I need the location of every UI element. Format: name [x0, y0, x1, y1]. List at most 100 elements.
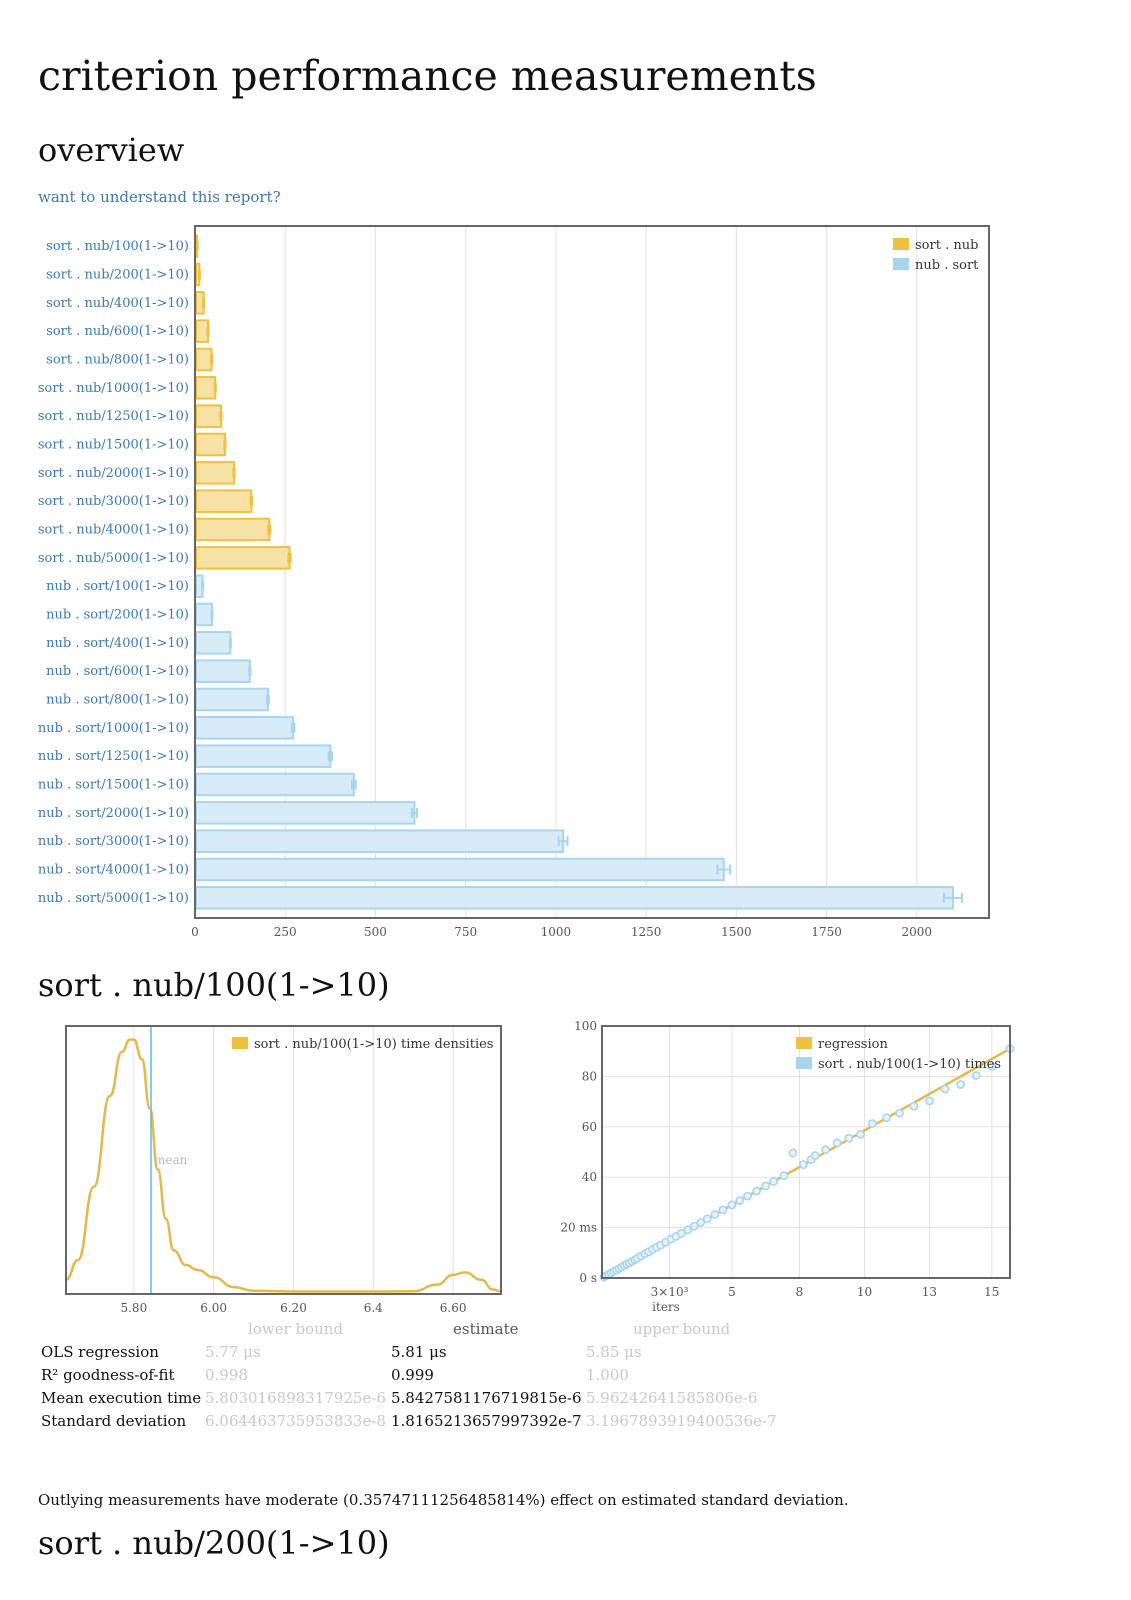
x-tick-label: 8 [796, 1285, 804, 1299]
density-chart: mean 5.80 6.00 6.20 6.4 6.60 sort . nub/100(… [65, 1025, 502, 1315]
y-tick-label: 100 [574, 1019, 597, 1033]
category-label[interactable]: nub . sort/200(1->10) [46, 608, 189, 623]
x-tick-label: 10 [857, 1285, 872, 1299]
category-label[interactable]: sort . nub/1250(1->10) [38, 409, 189, 424]
lower-value: 5.77 μs [205, 1343, 261, 1361]
scatter-point [882, 1113, 891, 1123]
category-label[interactable]: sort . nub/800(1->10) [46, 353, 189, 368]
bar[interactable] [195, 602, 213, 627]
x-tick-label: 500 [364, 925, 387, 939]
category-label[interactable]: sort . nub/1000(1->10) [38, 381, 189, 396]
category-label[interactable]: sort . nub/2000(1->10) [38, 466, 189, 481]
category-label[interactable]: sort . nub/1500(1->10) [38, 438, 189, 453]
bar[interactable] [195, 631, 232, 655]
scatter-point [909, 1101, 919, 1111]
scatter-point [799, 1160, 808, 1169]
legend-label-nub-sort: nub . sort [915, 258, 979, 273]
x-tick-label: 2000 [902, 925, 933, 939]
bar[interactable] [195, 716, 295, 740]
bar[interactable] [195, 659, 251, 683]
x-tick-label: 750 [454, 925, 477, 939]
benchmark-heading-2: sort . nub/200(1->10) [38, 1524, 390, 1562]
category-label[interactable]: nub . sort/2000(1->10) [38, 806, 189, 821]
category-label[interactable]: sort . nub/100(1->10) [46, 239, 189, 254]
bar[interactable] [195, 517, 271, 542]
category-label[interactable]: sort . nub/600(1->10) [46, 324, 189, 339]
scatter-point [696, 1218, 706, 1227]
outlier-note: Outlying measurements have moderate (0.3… [38, 1491, 849, 1509]
overview-legend: sort . nub nub . sort [893, 238, 979, 273]
category-label[interactable]: sort . nub/400(1->10) [46, 296, 189, 311]
category-label[interactable]: nub . sort/800(1->10) [46, 693, 189, 708]
category-label[interactable]: sort . nub/200(1->10) [46, 268, 189, 283]
understand-report-link[interactable]: want to understand this report? [38, 188, 281, 206]
category-label[interactable]: nub . sort/3000(1->10) [38, 834, 189, 849]
bar[interactable] [195, 546, 291, 570]
bar[interactable] [195, 772, 355, 797]
category-label[interactable]: sort . nub/4000(1->10) [38, 523, 189, 538]
bar[interactable] [195, 319, 209, 343]
bar[interactable] [195, 376, 217, 400]
scatter-point [676, 1228, 686, 1238]
category-label[interactable]: nub . sort/1000(1->10) [38, 721, 189, 736]
scatter-point [940, 1084, 950, 1094]
scatter-point [925, 1096, 934, 1106]
scatter-point [956, 1080, 966, 1089]
row-label: Mean execution time [41, 1389, 202, 1407]
category-label[interactable]: nub . sort/1500(1->10) [38, 778, 189, 793]
category-label[interactable]: nub . sort/1250(1->10) [38, 749, 189, 764]
bar[interactable] [195, 461, 235, 485]
x-tick-label: 6.4 [364, 1301, 383, 1315]
bar[interactable] [195, 347, 213, 372]
y-tick-label: 20 ms [560, 1221, 597, 1235]
bar[interactable] [195, 857, 725, 882]
bar[interactable] [195, 829, 565, 853]
x-tick-label: 15 [984, 1285, 999, 1299]
legend-label-densities: sort . nub/100(1->10) time densities [254, 1037, 493, 1052]
x-axis-label: iters [652, 1300, 680, 1314]
header-estimate: estimate [453, 1320, 519, 1338]
scatter-point [710, 1210, 720, 1219]
legend-swatch-regression [796, 1037, 812, 1049]
legend-label-times: sort . nub/100(1->10) times [818, 1057, 1001, 1072]
category-label[interactable]: sort . nub/5000(1->10) [38, 551, 189, 566]
y-tick-label: 80 [582, 1069, 597, 1083]
category-label[interactable]: nub . sort/600(1->10) [46, 664, 189, 679]
bar[interactable] [195, 432, 226, 457]
upper-value: 5.85 μs [586, 1343, 642, 1361]
estimate-value: 5.8427581176719815e-6 [391, 1389, 582, 1407]
scatter-legend: regression sort . nub/100(1->10) times [796, 1037, 1001, 1072]
bar[interactable] [195, 404, 222, 428]
category-label[interactable]: nub . sort/400(1->10) [46, 636, 189, 651]
table-row: Mean execution time 5.803016898317925e-6… [38, 1389, 798, 1411]
x-tick-label: 1250 [631, 925, 662, 939]
legend-swatch-times [796, 1057, 812, 1069]
category-label[interactable]: sort . nub/3000(1->10) [38, 494, 189, 509]
x-tick-label: 5 [728, 1285, 736, 1299]
header-upper-bound: upper bound [633, 1320, 731, 1338]
x-tick-label: 1000 [541, 925, 572, 939]
scatter-point [718, 1205, 728, 1215]
estimate-value: 5.81 μs [391, 1343, 447, 1361]
scatter-point [867, 1119, 877, 1128]
estimate-value: 0.999 [391, 1366, 434, 1384]
scatter-point [752, 1186, 762, 1196]
bar[interactable] [195, 744, 332, 768]
header-lower-bound: lower bound [248, 1320, 344, 1338]
bar[interactable] [195, 489, 253, 513]
bar[interactable] [195, 801, 416, 825]
lower-value: 5.803016898317925e-6 [205, 1389, 386, 1407]
category-label[interactable]: nub . sort/4000(1->10) [38, 863, 189, 878]
legend-swatch-sort-nub [893, 238, 909, 250]
scatter-point [769, 1177, 778, 1186]
category-label[interactable]: nub . sort/100(1->10) [46, 579, 189, 594]
lower-value: 6.064463735953833e-8 [205, 1412, 386, 1430]
benchmark-heading-1: sort . nub/100(1->10) [38, 966, 390, 1004]
category-label[interactable]: nub . sort/5000(1->10) [38, 891, 189, 906]
page-title: criterion performance measurements [38, 52, 817, 100]
bar[interactable] [195, 687, 269, 712]
scatter-point [743, 1191, 752, 1201]
bar[interactable] [195, 886, 954, 910]
lower-value: 0.998 [205, 1366, 248, 1384]
scatter-point [779, 1171, 789, 1181]
